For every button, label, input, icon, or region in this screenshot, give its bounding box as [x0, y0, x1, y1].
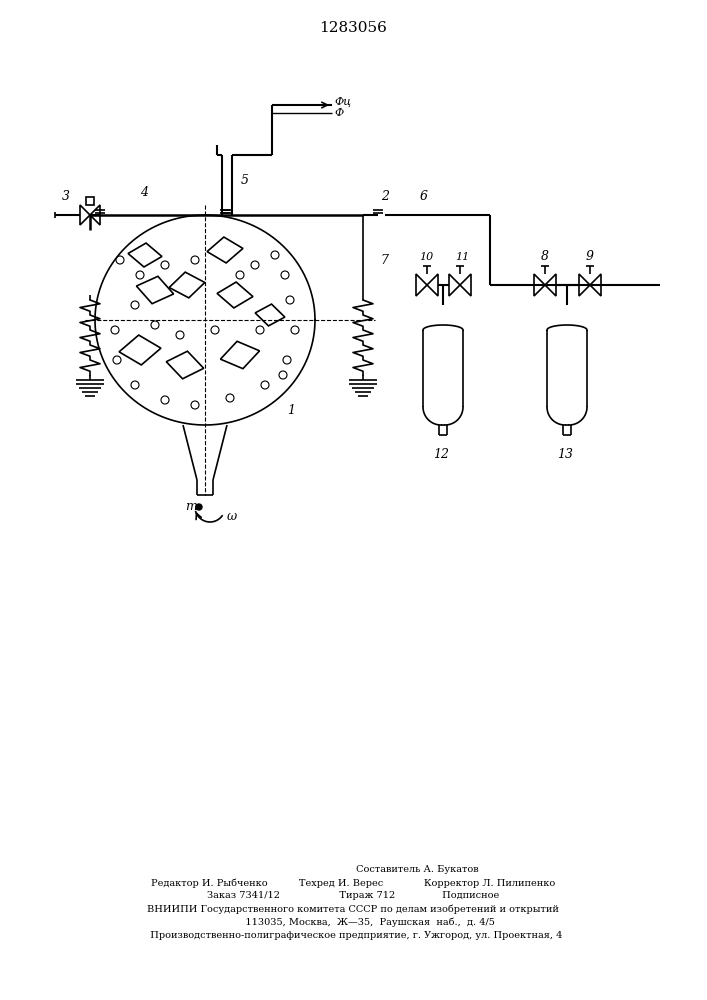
- Text: Составитель А. Букатов: Составитель А. Букатов: [228, 865, 479, 874]
- Text: 5: 5: [241, 174, 249, 186]
- Text: 3: 3: [62, 190, 70, 204]
- Text: 8: 8: [541, 250, 549, 263]
- Text: 12: 12: [433, 448, 449, 462]
- Text: Ф: Ф: [334, 108, 344, 118]
- Text: m: m: [185, 500, 197, 514]
- Text: 1: 1: [287, 403, 295, 416]
- Text: 7: 7: [380, 253, 388, 266]
- Circle shape: [196, 504, 202, 510]
- Text: ω: ω: [227, 510, 238, 524]
- Bar: [86, 197, 94, 205]
- Text: 13: 13: [557, 448, 573, 462]
- Text: 113035, Москва,  Ж—35,  Раушская  наб.,  д. 4/5: 113035, Москва, Ж—35, Раушская наб., д. …: [211, 917, 495, 927]
- Text: Заказ 7341/12                   Тираж 712               Подписное: Заказ 7341/12 Тираж 712 Подписное: [207, 892, 499, 900]
- Text: 4: 4: [140, 186, 148, 200]
- Text: 10: 10: [419, 252, 433, 262]
- Text: 2: 2: [381, 190, 389, 204]
- Text: ВНИИПИ Государственного комитета СССР по делам изобретений и открытий: ВНИИПИ Государственного комитета СССР по…: [147, 904, 559, 914]
- Text: Фц: Фц: [334, 97, 351, 107]
- Text: 6: 6: [420, 190, 428, 204]
- Text: Редактор И. Рыбченко          Техред И. Верес             Корректор Л. Пилипенко: Редактор И. Рыбченко Техред И. Верес Кор…: [151, 878, 555, 888]
- Text: 11: 11: [455, 252, 469, 262]
- Text: Производственно-полиграфическое предприятие, г. Ужгород, ул. Проектная, 4: Производственно-полиграфическое предприя…: [144, 930, 562, 940]
- Text: 9: 9: [586, 250, 594, 263]
- Text: 1283056: 1283056: [319, 21, 387, 35]
